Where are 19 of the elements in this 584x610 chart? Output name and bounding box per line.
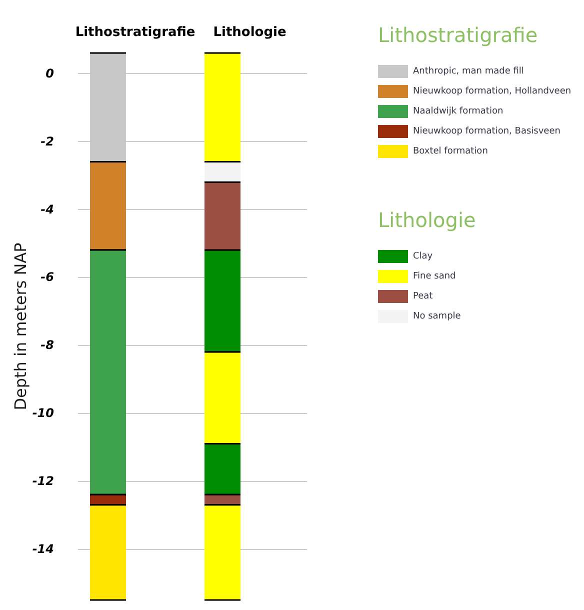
legend-label: Clay (413, 252, 434, 262)
legend-label: No sample (413, 312, 462, 322)
legend-label: Peat (413, 292, 434, 302)
y-tick-label: 0 (46, 66, 54, 80)
y-tick-label: -12 (32, 474, 54, 488)
legend-label: Nieuwkoop formation, Hollandveen (413, 86, 572, 96)
y-tick-label: -8 (40, 338, 54, 352)
legend-label: Nieuwkoop formation, Basisveen (413, 126, 560, 136)
y-tick-label: -4 (40, 202, 54, 216)
legend-label: Fine sand (413, 272, 456, 282)
category-label: Lithologie (378, 208, 476, 232)
y-tick-label: -6 (40, 270, 54, 284)
legend-label: Naaldwijk formation (413, 106, 504, 116)
legend-label: Anthropic, man made fill (413, 66, 524, 76)
y-tick-label: -10 (32, 406, 54, 420)
y-tick-label: -14 (32, 542, 54, 556)
legend-label: Boxtel formation (413, 146, 488, 156)
y-tick-label: -2 (40, 134, 54, 148)
y-axis-title: Depth in meters NAP (10, 242, 30, 410)
